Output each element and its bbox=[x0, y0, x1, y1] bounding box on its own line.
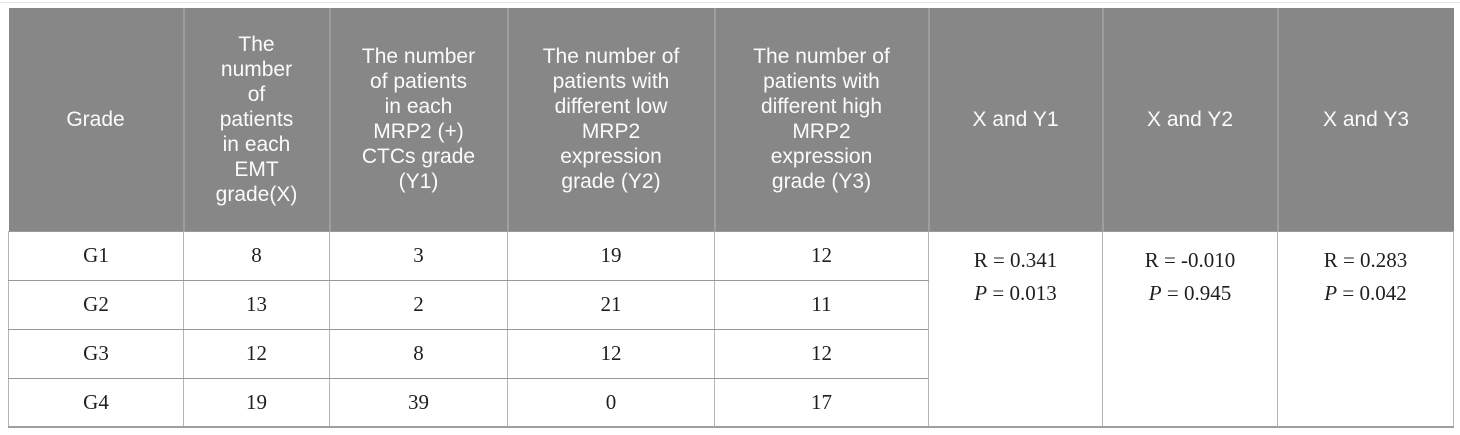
value-cell: 8 bbox=[183, 230, 330, 281]
table-row-g1: G1 8 3 19 12 R = 0.341 P = 0.013 R = -0.… bbox=[8, 230, 1454, 428]
correlation-cell-x-y1: R = 0.341 P = 0.013 bbox=[928, 230, 1103, 428]
value-cell: 12 bbox=[714, 230, 929, 281]
value-cell: 21 bbox=[507, 279, 715, 330]
value-cell: 2 bbox=[329, 279, 508, 330]
value-cell: 17 bbox=[714, 377, 929, 428]
header-high-mrp2-y3: The number of patients with different hi… bbox=[714, 8, 930, 231]
table-row-g3: G3 12 8 12 12 bbox=[8, 328, 1454, 379]
value-cell: 11 bbox=[714, 279, 929, 330]
value-cell: 19 bbox=[183, 377, 330, 428]
r-value: R = 0.341 bbox=[973, 247, 1058, 272]
value-cell: 39 bbox=[329, 377, 508, 428]
header-x-and-y1: X and Y1 bbox=[928, 8, 1104, 231]
table-row-g2: G2 13 2 21 11 bbox=[8, 279, 1454, 330]
r-value: R = 0.283 bbox=[1323, 247, 1408, 272]
value-cell: 13 bbox=[183, 279, 330, 330]
table-row-g4: G4 19 39 0 17 bbox=[8, 377, 1454, 428]
header-emt-grade-x: The number of patients in each EMT grade… bbox=[183, 8, 331, 231]
value-cell: 19 bbox=[507, 230, 715, 281]
grade-cell: G2 bbox=[8, 279, 184, 330]
value-cell: 12 bbox=[507, 328, 715, 379]
grade-cell: G1 bbox=[8, 230, 184, 281]
header-row: Grade The number of patients in each EMT… bbox=[8, 8, 1454, 231]
header-grade: Grade bbox=[8, 8, 185, 231]
grade-cell: G4 bbox=[8, 377, 184, 428]
grade-cell: G3 bbox=[8, 328, 184, 379]
value-cell: 12 bbox=[183, 328, 330, 379]
header-x-and-y3: X and Y3 bbox=[1277, 8, 1454, 231]
value-cell: 3 bbox=[329, 230, 508, 281]
header-low-mrp2-y2: The number of patients with different lo… bbox=[507, 8, 716, 231]
value-cell: 8 bbox=[329, 328, 508, 379]
p-value: P = 0.042 bbox=[1324, 280, 1407, 305]
top-divider bbox=[0, 2, 1460, 3]
header-mrp2-ctcs-y1: The number of patients in each MRP2 (+) … bbox=[329, 8, 509, 231]
header-x-and-y2: X and Y2 bbox=[1102, 8, 1279, 231]
correlation-cell-x-y2: R = -0.010 P = 0.945 bbox=[1102, 230, 1278, 428]
p-value: P = 0.945 bbox=[1148, 280, 1232, 305]
correlation-cell-x-y3: R = 0.283 P = 0.042 bbox=[1277, 230, 1454, 428]
p-value: P = 0.013 bbox=[974, 280, 1057, 305]
value-cell: 12 bbox=[714, 328, 929, 379]
correlation-table: Grade The number of patients in each EMT… bbox=[8, 8, 1454, 428]
value-cell: 0 bbox=[507, 377, 715, 428]
r-value: R = -0.010 bbox=[1144, 247, 1236, 272]
